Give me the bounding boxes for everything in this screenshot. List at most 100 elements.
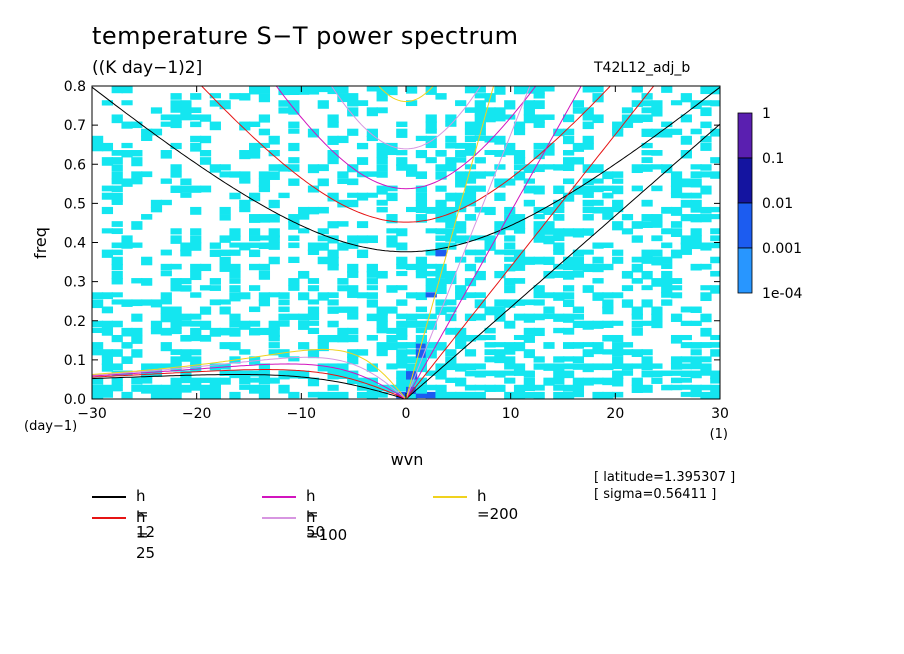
heat-cell: [602, 242, 614, 249]
heat-cell: [307, 185, 320, 193]
legend-swatch: [92, 496, 126, 498]
heat-cell: [170, 349, 182, 355]
heat-cell: [700, 242, 712, 251]
heat-cell: [533, 185, 545, 195]
heat-cell: [680, 214, 692, 222]
heat-cell: [700, 391, 712, 399]
heat-cell: [111, 192, 123, 202]
heat-cell: [533, 391, 545, 399]
heat-cell: [180, 349, 192, 359]
heat-cell: [484, 349, 496, 356]
heat-cell: [131, 150, 143, 157]
heat-cell: [582, 135, 594, 144]
heat-cell: [553, 377, 565, 385]
y-tick-label: 0.8: [64, 79, 86, 95]
heat-cell: [661, 384, 673, 391]
heat-cell: [602, 391, 614, 399]
heat-cell: [425, 135, 437, 144]
heat-cell: [366, 299, 378, 308]
heat-cell: [670, 185, 683, 194]
heat-cell: [111, 320, 123, 328]
heat-cell: [612, 128, 624, 137]
heat-cell: [180, 334, 192, 342]
heat-cell: [700, 370, 712, 376]
heat-cell: [366, 86, 378, 92]
heat-cell: [376, 185, 388, 195]
heat-cell: [690, 171, 702, 179]
heat-cell: [396, 320, 408, 328]
heat-cell: [494, 306, 506, 315]
heat-cell: [327, 221, 339, 229]
colorbar-swatch: [737, 112, 753, 159]
heat-cell: [474, 299, 486, 309]
heat-cell: [592, 242, 604, 249]
heat-cell: [170, 164, 182, 172]
heat-cell: [484, 235, 496, 243]
heat-cell: [396, 164, 408, 171]
heat-cell: [190, 320, 202, 327]
legend-label: h = 12: [136, 487, 156, 541]
colorbar-label: 1: [762, 106, 771, 122]
run-name: T42L12_adj_b: [594, 60, 691, 76]
heat-cell: [670, 292, 683, 299]
heat-cell: [464, 86, 477, 94]
heat-cell: [504, 206, 516, 215]
heat-cell: [680, 306, 692, 313]
heat-cell: [464, 178, 477, 184]
heat-cell: [268, 377, 280, 384]
heat-cell: [366, 313, 378, 322]
heat-cell: [219, 206, 231, 215]
heat-cell: [523, 256, 535, 265]
heat-cell: [435, 150, 447, 157]
heat-cell: [249, 263, 261, 271]
heat-cell: [670, 228, 683, 237]
heat-cell: [376, 349, 388, 357]
heat-cell: [160, 178, 172, 184]
heat-cell: [199, 391, 212, 399]
heat-cell: [190, 270, 202, 281]
heat-cell: [415, 263, 428, 273]
heat-cell: [288, 391, 300, 399]
heat-cell: [307, 249, 320, 255]
chart-units: ((K day−1)2]: [92, 58, 203, 78]
heat-cell: [150, 107, 163, 114]
heat-cell: [337, 86, 349, 94]
heat-cell: [621, 342, 634, 348]
heat-cell: [464, 128, 477, 136]
heat-cell: [170, 384, 182, 394]
heat-cell: [347, 242, 359, 249]
heat-cell: [484, 114, 496, 123]
heat-cell: [513, 221, 526, 230]
heat-cell: [641, 128, 653, 137]
heat-cell: [612, 256, 624, 264]
heat-cell: [474, 185, 486, 192]
heat-cell: [258, 327, 271, 336]
legend-swatch: [262, 517, 296, 519]
colorbar-swatch: [737, 157, 753, 204]
heat-cell: [327, 192, 339, 202]
heat-cell: [415, 150, 428, 159]
heat-cell: [406, 370, 418, 380]
heat-cell: [160, 306, 172, 315]
heat-cell: [690, 178, 702, 188]
heat-cell: [356, 235, 369, 244]
heat-cell: [425, 313, 437, 320]
heat-cell: [278, 192, 290, 199]
heat-cell: [484, 171, 496, 177]
heat-cell: [631, 100, 643, 107]
heat-cell: [484, 356, 496, 363]
heat-cell: [533, 114, 545, 124]
heat-cell: [474, 206, 486, 213]
heat-cell: [661, 164, 673, 174]
heat-cell: [258, 142, 271, 148]
heat-cell: [347, 192, 359, 198]
heat-cell: [670, 171, 683, 180]
heat-cell: [631, 320, 643, 328]
heat-cell: [170, 114, 182, 123]
heat-cell: [180, 320, 192, 327]
heat-cell: [612, 221, 624, 231]
heat-cell: [337, 242, 349, 251]
heat-cell: [631, 86, 643, 93]
heat-cell: [337, 278, 349, 285]
heat-cell: [347, 334, 359, 343]
